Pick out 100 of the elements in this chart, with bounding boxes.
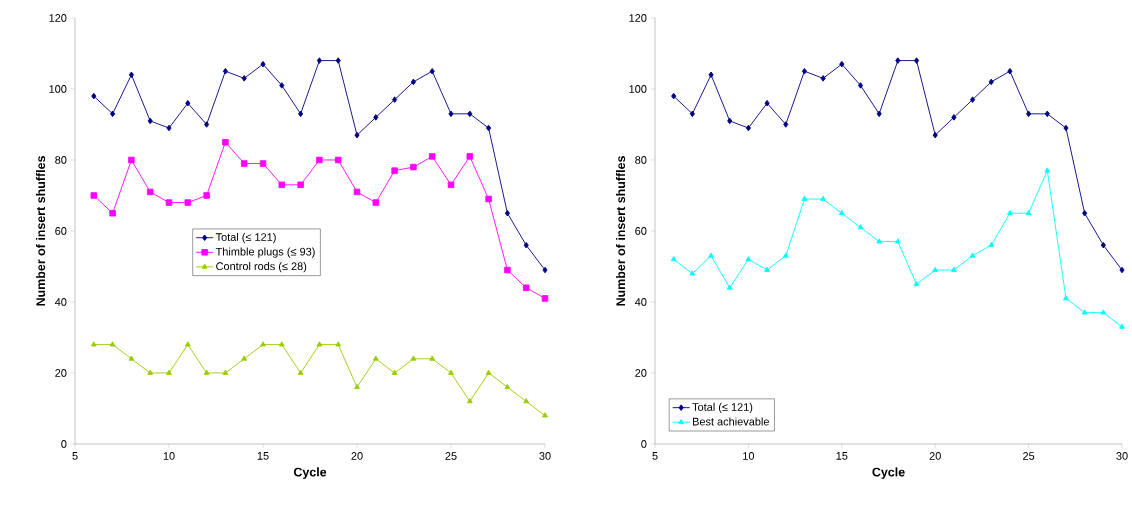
point: [932, 131, 938, 139]
point: [110, 110, 116, 118]
point: [689, 110, 695, 118]
y-tick-label: 40: [634, 298, 647, 306]
point: [801, 195, 808, 201]
point: [316, 156, 323, 164]
point: [838, 209, 845, 216]
point: [969, 252, 976, 258]
point: [895, 57, 901, 64]
x-tick-label: 20: [929, 452, 941, 460]
point: [241, 355, 248, 361]
point: [146, 188, 154, 196]
y-tick-label: 100: [629, 85, 647, 93]
point: [391, 167, 398, 174]
point: [764, 99, 770, 107]
point: [278, 181, 286, 189]
point: [504, 383, 511, 390]
y-tick-label: 0: [61, 440, 67, 448]
point: [1007, 67, 1013, 75]
point: [354, 383, 360, 390]
point: [1119, 266, 1125, 274]
point: [504, 266, 511, 274]
point: [689, 270, 696, 276]
point: [298, 110, 304, 118]
y-tick-label: 120: [629, 14, 647, 22]
point: [876, 110, 882, 118]
point: [260, 60, 266, 68]
point: [782, 252, 789, 258]
point: [203, 192, 210, 199]
point: [522, 284, 530, 292]
point: [222, 67, 228, 75]
x-axis-title: Cycle: [293, 467, 327, 479]
y-tick-label: 40: [54, 298, 67, 306]
point: [1044, 110, 1050, 118]
point: [260, 341, 266, 347]
point: [335, 341, 342, 347]
point: [541, 295, 549, 302]
point: [542, 412, 548, 418]
point: [372, 355, 379, 361]
point: [166, 124, 172, 132]
point: [147, 117, 153, 125]
legend-label: Control rods (≤ 28): [216, 262, 307, 273]
point: [857, 224, 864, 230]
point: [1044, 167, 1051, 173]
x-tick-label: 25: [1023, 452, 1035, 460]
point: [783, 121, 789, 128]
point: [166, 369, 172, 375]
point: [372, 199, 380, 206]
point: [504, 209, 510, 217]
point: [727, 117, 733, 125]
point: [951, 114, 957, 121]
point: [708, 71, 714, 79]
x-tick-label: 5: [652, 452, 658, 460]
point: [1063, 124, 1069, 132]
y-tick-label: 80: [55, 156, 67, 164]
point: [764, 266, 770, 272]
point: [353, 188, 361, 196]
point: [240, 160, 248, 167]
point: [1025, 209, 1032, 216]
point: [410, 355, 417, 361]
point: [466, 398, 473, 404]
point: [485, 195, 492, 203]
point: [354, 131, 360, 139]
legend-label: Total (≤ 121): [692, 402, 753, 414]
x-tick-label: 5: [72, 452, 78, 460]
point: [839, 60, 845, 68]
point: [184, 199, 192, 206]
y-tick-label: 100: [49, 85, 67, 93]
point: [1081, 309, 1088, 315]
point: [222, 138, 229, 146]
point: [857, 82, 864, 89]
point: [316, 341, 323, 347]
point: [932, 266, 939, 272]
point: [820, 195, 827, 201]
point: [109, 209, 116, 217]
point: [1007, 209, 1013, 216]
point: [486, 124, 492, 132]
point: [410, 163, 417, 171]
point: [1082, 209, 1088, 217]
point: [297, 181, 304, 189]
point: [279, 82, 285, 89]
point: [316, 57, 322, 64]
point: [373, 114, 379, 121]
point: [1026, 110, 1032, 118]
x-axis-title: Cycle: [872, 467, 905, 479]
y-tick-label: 120: [49, 14, 67, 22]
point: [259, 160, 267, 167]
point: [913, 280, 920, 287]
y-axis-title: Number of insert shuffles: [35, 156, 46, 306]
y-axis-title: Number of insert shuffles: [615, 156, 626, 306]
legend-label: Best achievable: [693, 417, 769, 426]
point: [204, 121, 210, 128]
point: [392, 96, 398, 103]
point: [335, 57, 341, 64]
point: [523, 241, 529, 249]
point: [951, 266, 957, 272]
point: [1100, 309, 1107, 315]
point: [820, 75, 826, 82]
point: [671, 92, 677, 100]
point: [670, 256, 677, 262]
